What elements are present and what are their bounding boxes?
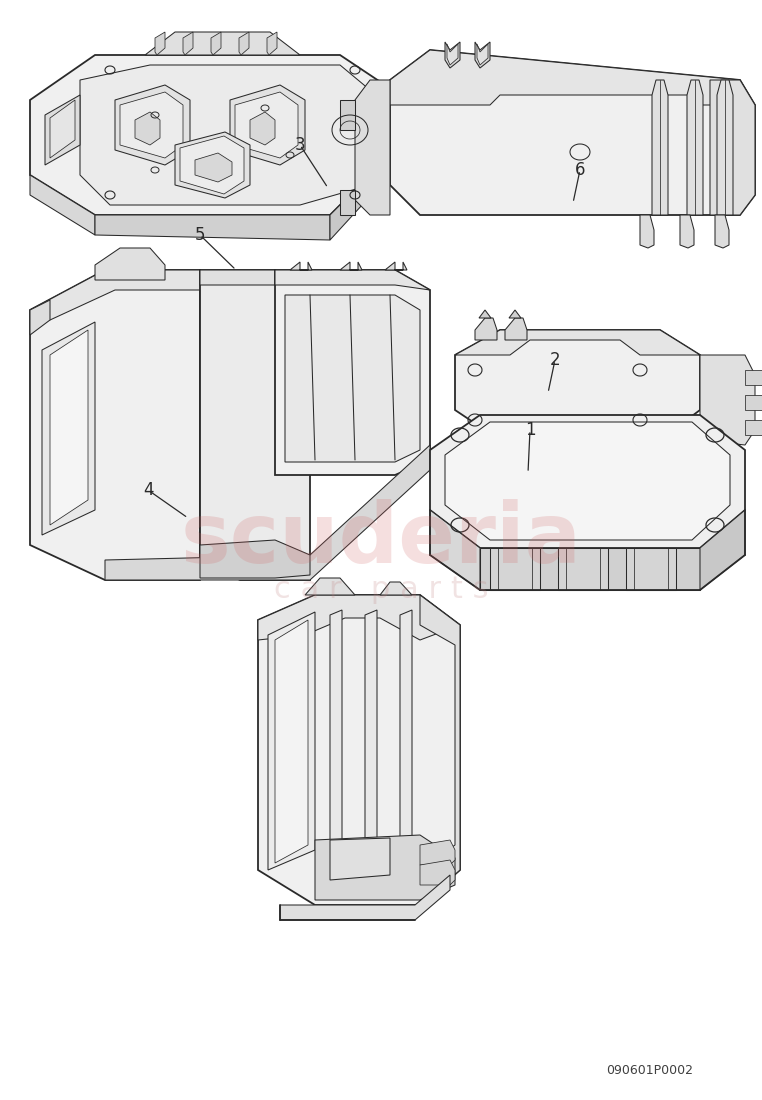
Polygon shape	[687, 80, 703, 214]
Polygon shape	[135, 112, 160, 145]
Polygon shape	[258, 595, 460, 905]
Polygon shape	[420, 840, 455, 865]
Polygon shape	[30, 270, 200, 580]
Polygon shape	[700, 510, 745, 590]
Polygon shape	[275, 270, 430, 290]
Polygon shape	[80, 65, 370, 205]
Polygon shape	[235, 92, 298, 158]
Polygon shape	[30, 300, 50, 336]
Polygon shape	[626, 548, 676, 590]
Polygon shape	[717, 80, 733, 214]
Polygon shape	[558, 548, 608, 590]
Polygon shape	[745, 395, 762, 410]
Polygon shape	[285, 295, 420, 462]
Text: 5: 5	[195, 226, 205, 244]
Polygon shape	[267, 32, 277, 55]
Polygon shape	[145, 32, 300, 55]
Polygon shape	[95, 214, 330, 240]
Polygon shape	[30, 55, 385, 215]
Polygon shape	[475, 42, 490, 68]
Polygon shape	[430, 510, 480, 590]
Polygon shape	[45, 95, 80, 165]
Polygon shape	[680, 214, 694, 248]
Polygon shape	[505, 318, 527, 340]
Polygon shape	[120, 92, 183, 158]
Polygon shape	[211, 32, 221, 55]
Polygon shape	[745, 370, 762, 385]
Polygon shape	[390, 50, 755, 104]
Polygon shape	[479, 310, 491, 318]
Polygon shape	[30, 175, 95, 235]
Polygon shape	[290, 262, 312, 270]
Polygon shape	[115, 85, 190, 165]
Polygon shape	[105, 446, 430, 580]
Polygon shape	[30, 270, 200, 320]
Text: 4: 4	[142, 481, 153, 499]
Polygon shape	[455, 330, 700, 440]
Polygon shape	[250, 112, 275, 145]
Polygon shape	[155, 32, 165, 55]
Polygon shape	[745, 420, 762, 434]
Polygon shape	[175, 132, 250, 198]
Polygon shape	[258, 595, 460, 640]
Polygon shape	[340, 100, 355, 130]
Polygon shape	[700, 355, 755, 446]
Polygon shape	[95, 248, 165, 280]
Polygon shape	[268, 612, 315, 870]
Polygon shape	[315, 835, 455, 900]
Polygon shape	[715, 214, 729, 248]
Polygon shape	[445, 422, 730, 540]
Polygon shape	[200, 270, 310, 290]
Polygon shape	[509, 310, 521, 318]
Polygon shape	[400, 610, 412, 860]
Polygon shape	[652, 80, 668, 214]
Polygon shape	[200, 270, 310, 580]
Polygon shape	[305, 578, 355, 595]
Text: 2: 2	[549, 351, 560, 369]
Polygon shape	[275, 270, 430, 475]
Text: c a r   p a r t s: c a r p a r t s	[274, 575, 488, 605]
Polygon shape	[275, 620, 308, 864]
Polygon shape	[183, 32, 193, 55]
Text: 6: 6	[575, 161, 585, 179]
Polygon shape	[420, 595, 460, 905]
Polygon shape	[340, 190, 355, 214]
Polygon shape	[420, 860, 455, 886]
Polygon shape	[200, 540, 310, 578]
Polygon shape	[340, 262, 362, 270]
Polygon shape	[640, 214, 654, 248]
Polygon shape	[365, 610, 377, 860]
Polygon shape	[710, 80, 755, 214]
Text: 1: 1	[525, 421, 536, 439]
Polygon shape	[280, 874, 450, 920]
Polygon shape	[239, 32, 249, 55]
Polygon shape	[195, 153, 232, 182]
Polygon shape	[475, 318, 497, 340]
Polygon shape	[330, 610, 342, 860]
Polygon shape	[455, 330, 700, 355]
Text: scuderia: scuderia	[181, 499, 581, 581]
Polygon shape	[445, 42, 460, 68]
Polygon shape	[430, 415, 745, 548]
Polygon shape	[490, 548, 540, 590]
Polygon shape	[477, 44, 488, 65]
Polygon shape	[42, 322, 95, 535]
Polygon shape	[385, 262, 407, 270]
Text: 3: 3	[295, 136, 306, 154]
Polygon shape	[230, 85, 305, 165]
Polygon shape	[50, 330, 88, 525]
Polygon shape	[480, 548, 700, 590]
Polygon shape	[330, 838, 390, 880]
Polygon shape	[380, 582, 412, 595]
Polygon shape	[180, 136, 244, 194]
Polygon shape	[50, 100, 75, 158]
Polygon shape	[355, 80, 390, 214]
Polygon shape	[390, 50, 755, 215]
Text: 090601P0002: 090601P0002	[607, 1064, 693, 1077]
Polygon shape	[447, 44, 458, 65]
Polygon shape	[330, 160, 385, 240]
